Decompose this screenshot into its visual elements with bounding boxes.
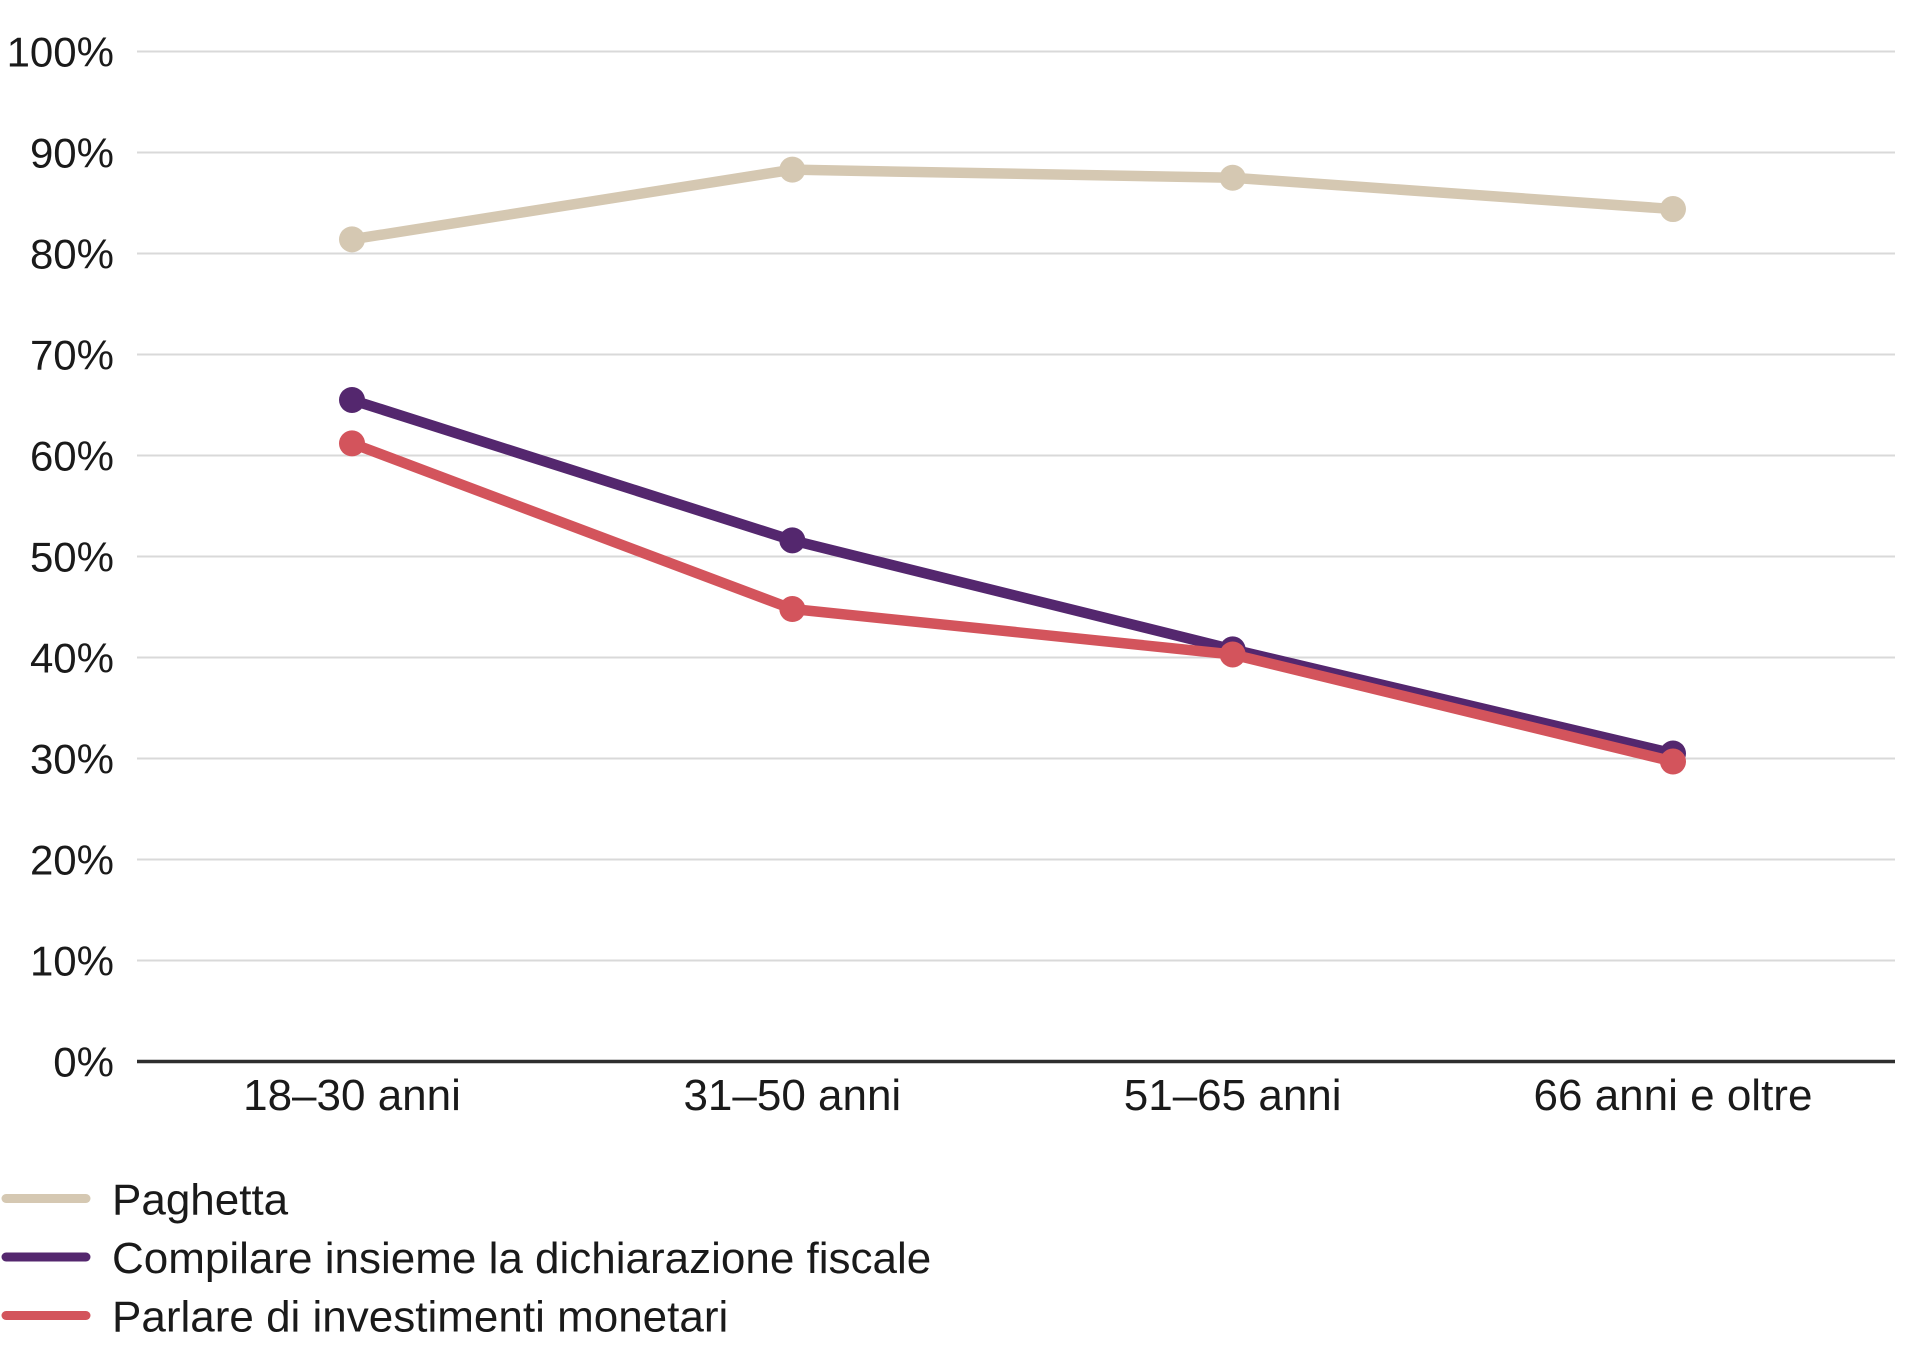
legend-label: Parlare di investimenti monetari [112,1293,728,1342]
x-axis-category-label: 31–50 anni [683,1071,901,1120]
series-2-data-point [779,527,806,554]
y-axis-tick-label: 50% [30,534,114,581]
x-axis-category-label: 51–65 anni [1124,1071,1342,1120]
x-axis-category-label: 66 anni e oltre [1534,1071,1813,1120]
y-axis-tick-label: 70% [30,332,114,379]
y-axis-tick-label: 90% [30,130,114,177]
series-2-data-point [339,386,365,413]
y-axis-tick-label: 60% [30,433,114,480]
y-axis-tick-label: 30% [30,736,114,783]
series-3-data-point [1659,748,1686,775]
legend-item: Paghetta [1,1176,289,1225]
y-axis-tick-label: 20% [30,837,114,884]
legend-label: Paghetta [112,1176,289,1225]
series-1-data-point [1219,164,1246,191]
series-1-data-point [1659,196,1686,223]
legend-item: Parlare di investimenti monetari [1,1293,728,1342]
series-1-data-point [779,156,806,183]
legend-item: Compilare insieme la dichiarazione fisca… [1,1234,931,1283]
y-axis-tick-label: 10% [30,938,114,985]
series-line-2 [346,394,1679,759]
x-axis-category-label: 18–30 anni [243,1071,461,1120]
series-line-1 [346,164,1679,245]
y-axis-tick-label: 0% [53,1039,114,1086]
legend-label: Compilare insieme la dichiarazione fisca… [112,1234,931,1283]
series-3-data-point [1219,641,1246,668]
series-3-data-point [339,430,365,457]
series-line-3 [346,438,1679,767]
y-axis-tick-label: 40% [30,635,114,682]
series-1-data-point [339,226,365,253]
series-3-data-point [779,596,806,623]
y-axis-tick-label: 100% [7,29,114,76]
y-axis-tick-label: 80% [30,231,114,278]
